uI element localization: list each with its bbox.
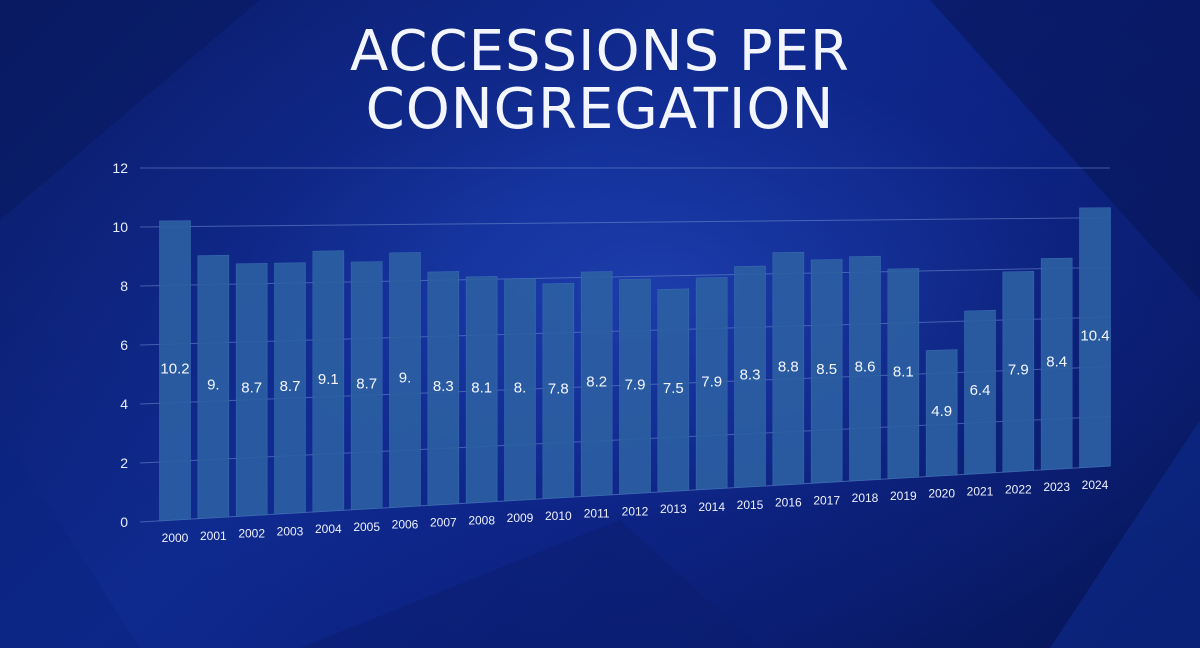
x-tick-label: 2009 bbox=[507, 511, 534, 525]
y-tick-label: 10 bbox=[112, 219, 128, 235]
bar bbox=[159, 220, 191, 522]
data-label: 7.8 bbox=[548, 381, 569, 398]
x-tick-label: 2015 bbox=[737, 498, 764, 512]
x-tick-label: 2022 bbox=[1005, 482, 1032, 496]
bar bbox=[619, 278, 651, 495]
bar bbox=[964, 309, 996, 475]
data-label: 8.7 bbox=[280, 378, 301, 395]
data-label: 8.5 bbox=[816, 361, 837, 378]
data-label: 7.5 bbox=[663, 380, 684, 397]
y-tick-label: 2 bbox=[120, 455, 128, 471]
y-tick-label: 12 bbox=[112, 160, 128, 176]
x-tick-label: 2023 bbox=[1043, 480, 1070, 494]
bar bbox=[695, 277, 728, 491]
data-label: 7.9 bbox=[625, 376, 646, 393]
x-tick-label: 2017 bbox=[813, 493, 840, 507]
bar bbox=[925, 349, 958, 477]
bars bbox=[159, 207, 1111, 522]
data-label: 9. bbox=[399, 370, 412, 387]
x-tick-label: 2019 bbox=[890, 489, 917, 503]
data-label: 8.7 bbox=[356, 375, 377, 392]
bar bbox=[580, 271, 613, 497]
data-label: 7.9 bbox=[701, 373, 722, 390]
x-tick-label: 2018 bbox=[852, 491, 879, 505]
bar bbox=[427, 271, 460, 506]
x-tick-label: 2008 bbox=[468, 513, 495, 527]
page-title-line2: CONGREGATION bbox=[365, 77, 835, 142]
data-label: 8.1 bbox=[471, 379, 492, 396]
bar bbox=[350, 261, 383, 511]
x-tick-label: 2007 bbox=[430, 515, 457, 529]
data-label: 10.4 bbox=[1080, 327, 1109, 344]
bar bbox=[887, 268, 920, 480]
x-tick-label: 2011 bbox=[584, 507, 610, 521]
bar bbox=[235, 263, 268, 517]
bar bbox=[312, 250, 345, 513]
x-tick-label: 2024 bbox=[1082, 478, 1109, 492]
data-labels: 10.2 9. 8.7 8.7 9.1 8.7 9. 8.3 8.1 8. 7.8 8.2 7.9 7.5… bbox=[160, 327, 1109, 420]
data-label: 8.3 bbox=[433, 378, 454, 395]
data-label: 8.7 bbox=[241, 380, 262, 397]
data-label: 8.3 bbox=[740, 367, 761, 384]
bar bbox=[274, 262, 306, 515]
bar bbox=[1040, 257, 1073, 471]
x-tick-label: 2010 bbox=[545, 509, 572, 523]
x-tick-label: 2016 bbox=[775, 496, 802, 510]
bar bbox=[197, 254, 230, 519]
bar bbox=[542, 282, 575, 500]
x-tick-label: 2014 bbox=[698, 500, 725, 514]
data-label: 10.2 bbox=[160, 360, 189, 377]
bar bbox=[810, 259, 843, 484]
bar bbox=[772, 251, 805, 486]
x-tick-label: 2021 bbox=[967, 485, 994, 499]
page-title-line1: ACCESSIONS PER bbox=[350, 19, 850, 84]
y-tick-label: 8 bbox=[120, 278, 128, 294]
x-tick-label: 2006 bbox=[392, 518, 419, 532]
bar bbox=[465, 276, 498, 504]
x-tick-label: 2013 bbox=[660, 502, 687, 516]
y-axis-ticks: 0 2 4 6 8 10 12 bbox=[112, 160, 128, 530]
data-label: 9. bbox=[207, 377, 220, 394]
bar bbox=[734, 265, 766, 488]
bar bbox=[1002, 271, 1035, 473]
x-tick-label: 2005 bbox=[353, 520, 380, 534]
data-label: 8.4 bbox=[1046, 354, 1067, 371]
bar bbox=[657, 288, 690, 493]
x-tick-label: 2003 bbox=[277, 524, 304, 538]
data-label: 7.9 bbox=[1008, 361, 1029, 378]
y-tick-label: 6 bbox=[120, 337, 128, 353]
data-label: 4.9 bbox=[931, 403, 952, 420]
data-label: 8. bbox=[514, 379, 527, 396]
data-label: 8.6 bbox=[855, 358, 876, 375]
x-tick-label: 2020 bbox=[928, 487, 955, 501]
bar bbox=[389, 252, 421, 508]
x-tick-label: 2012 bbox=[622, 504, 649, 518]
data-label: 9.1 bbox=[318, 371, 339, 388]
data-label: 6.4 bbox=[970, 382, 991, 399]
bar bbox=[504, 278, 536, 502]
x-tick-label: 2000 bbox=[162, 531, 189, 545]
x-tick-label: 2004 bbox=[315, 522, 342, 536]
x-axis-ticks: 2000 2001 2002 2003 2004 2005 2006 2007 2008 2009… bbox=[162, 478, 1109, 545]
bar bbox=[849, 255, 881, 482]
x-tick-label: 2001 bbox=[200, 529, 227, 543]
gridline bbox=[139, 217, 1111, 228]
bar bbox=[1079, 207, 1111, 469]
y-tick-label: 4 bbox=[120, 396, 128, 412]
y-tick-label: 0 bbox=[120, 514, 128, 530]
x-tick-label: 2002 bbox=[238, 527, 265, 541]
data-label: 8.2 bbox=[586, 374, 607, 391]
data-label: 8.1 bbox=[893, 363, 914, 380]
data-label: 8.8 bbox=[778, 358, 799, 375]
